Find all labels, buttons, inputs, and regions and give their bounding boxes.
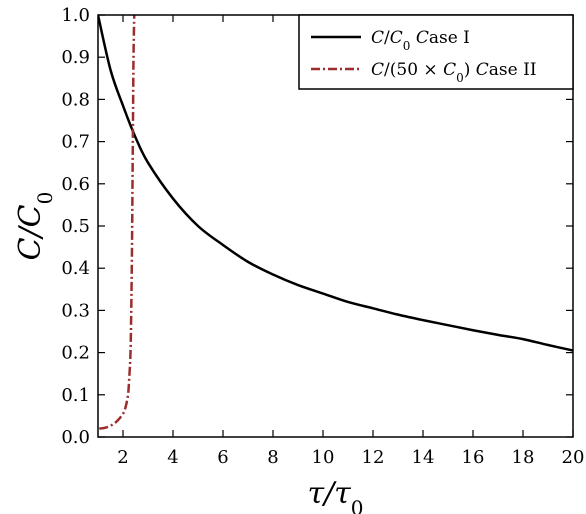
legend-box (298, 14, 574, 90)
y-tick-label: 0.0 (61, 427, 90, 448)
y-tick-label: 0.3 (61, 300, 90, 321)
series-layer (98, 15, 573, 430)
x-tick-label: 20 (562, 447, 585, 468)
legend: C/C0 Case I C/(50 × C0) Case II (298, 14, 574, 90)
x-tick-label: 12 (362, 447, 385, 468)
y-tick-label: 0.8 (61, 89, 90, 110)
x-tick-label: 16 (462, 447, 485, 468)
x-tick-label: 4 (167, 447, 178, 468)
labels-layer: 2 4 6 8 10 12 14 16 18 20 0.0 0.1 0.2 0.3 0.4 0.5 0.6 0.7… (13, 5, 584, 514)
x-axis-title: τ/τ0 (307, 476, 363, 514)
y-axis-title: C/C0 (13, 192, 57, 261)
y-tick-label: 0.6 (61, 174, 90, 195)
x-tick-label: 10 (312, 447, 335, 468)
y-tick-label: 0.2 (61, 343, 90, 364)
series-line-2 (99, 15, 136, 430)
x-tick-label: 8 (267, 447, 278, 468)
y-tick-label: 0.1 (61, 385, 90, 406)
x-tick-label: 18 (512, 447, 535, 468)
legend-label-2: C/(50 × C0) Case II (371, 60, 537, 85)
y-tick-label: 0.5 (61, 216, 90, 237)
x-tick-label: 6 (217, 447, 228, 468)
x-tick-label: 2 (117, 447, 128, 468)
series-line-1 (98, 15, 573, 352)
y-tick-label: 1.0 (61, 5, 90, 26)
x-tick-label: 14 (412, 447, 435, 468)
legend-label-1: C/C0 Case I (371, 28, 470, 53)
y-tick-label: 0.7 (61, 132, 90, 153)
y-tick-label: 0.9 (61, 47, 90, 68)
y-tick-label: 0.4 (61, 258, 90, 279)
